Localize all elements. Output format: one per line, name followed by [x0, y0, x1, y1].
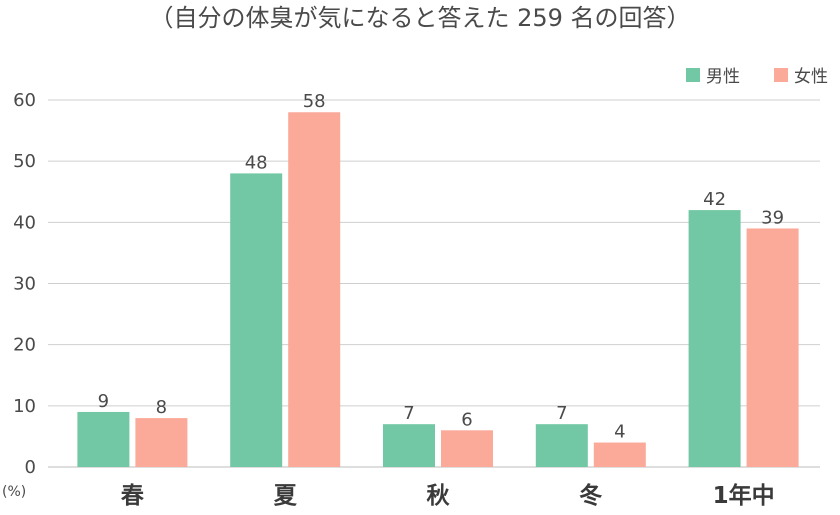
data-label: 9 [98, 391, 109, 412]
y-tick-label: 40 [13, 212, 36, 233]
data-label: 42 [703, 189, 726, 210]
bar-male [688, 210, 741, 467]
category-label: 秋 [427, 483, 451, 509]
legend-label: 女性 [794, 67, 828, 87]
y-tick-label: 20 [13, 335, 36, 356]
y-tick-label: 0 [25, 457, 36, 478]
data-label: 7 [403, 403, 414, 424]
data-label: 48 [245, 152, 268, 173]
y-axis-unit-label: (%) [2, 484, 26, 500]
chart-title: （自分の体臭が気になると答えた 259 名の回答） [149, 4, 690, 32]
data-label: 6 [461, 409, 472, 430]
data-labels: 9 8 48 58 7 6 7 4 42 39 [98, 91, 784, 442]
data-label: 39 [761, 207, 784, 228]
data-label: 7 [556, 403, 567, 424]
category-label: 冬 [579, 482, 602, 509]
y-tick-label: 30 [13, 274, 36, 295]
y-tick-label: 10 [13, 396, 36, 417]
bar-male [230, 173, 283, 467]
bar-female [288, 112, 341, 467]
bar-male [535, 424, 588, 467]
bar-male [383, 424, 435, 467]
bar-female [593, 442, 646, 467]
y-tick-label: 60 [13, 90, 36, 111]
legend-label: 男性 [706, 67, 740, 87]
x-axis-categories: 春 夏 秋 冬 1年中 [120, 482, 775, 509]
bar-female [441, 430, 493, 467]
bar-male [77, 411, 130, 467]
y-tick-label: 50 [13, 151, 36, 172]
grid-lines [48, 99, 820, 468]
data-label: 58 [303, 91, 326, 112]
y-axis-ticks: 0 10 20 30 40 50 60 [13, 90, 36, 478]
data-label: 4 [614, 422, 625, 443]
category-label: 春 [120, 483, 145, 509]
legend-swatch [774, 68, 788, 82]
bars [77, 112, 799, 467]
category-label: 夏 [274, 483, 298, 509]
category-label: 1年中 [713, 482, 775, 509]
legend: 男性 女性 [686, 67, 828, 87]
bar-female [135, 418, 188, 467]
data-label: 8 [156, 397, 167, 418]
bar-female [746, 228, 799, 467]
legend-swatch [686, 68, 700, 82]
